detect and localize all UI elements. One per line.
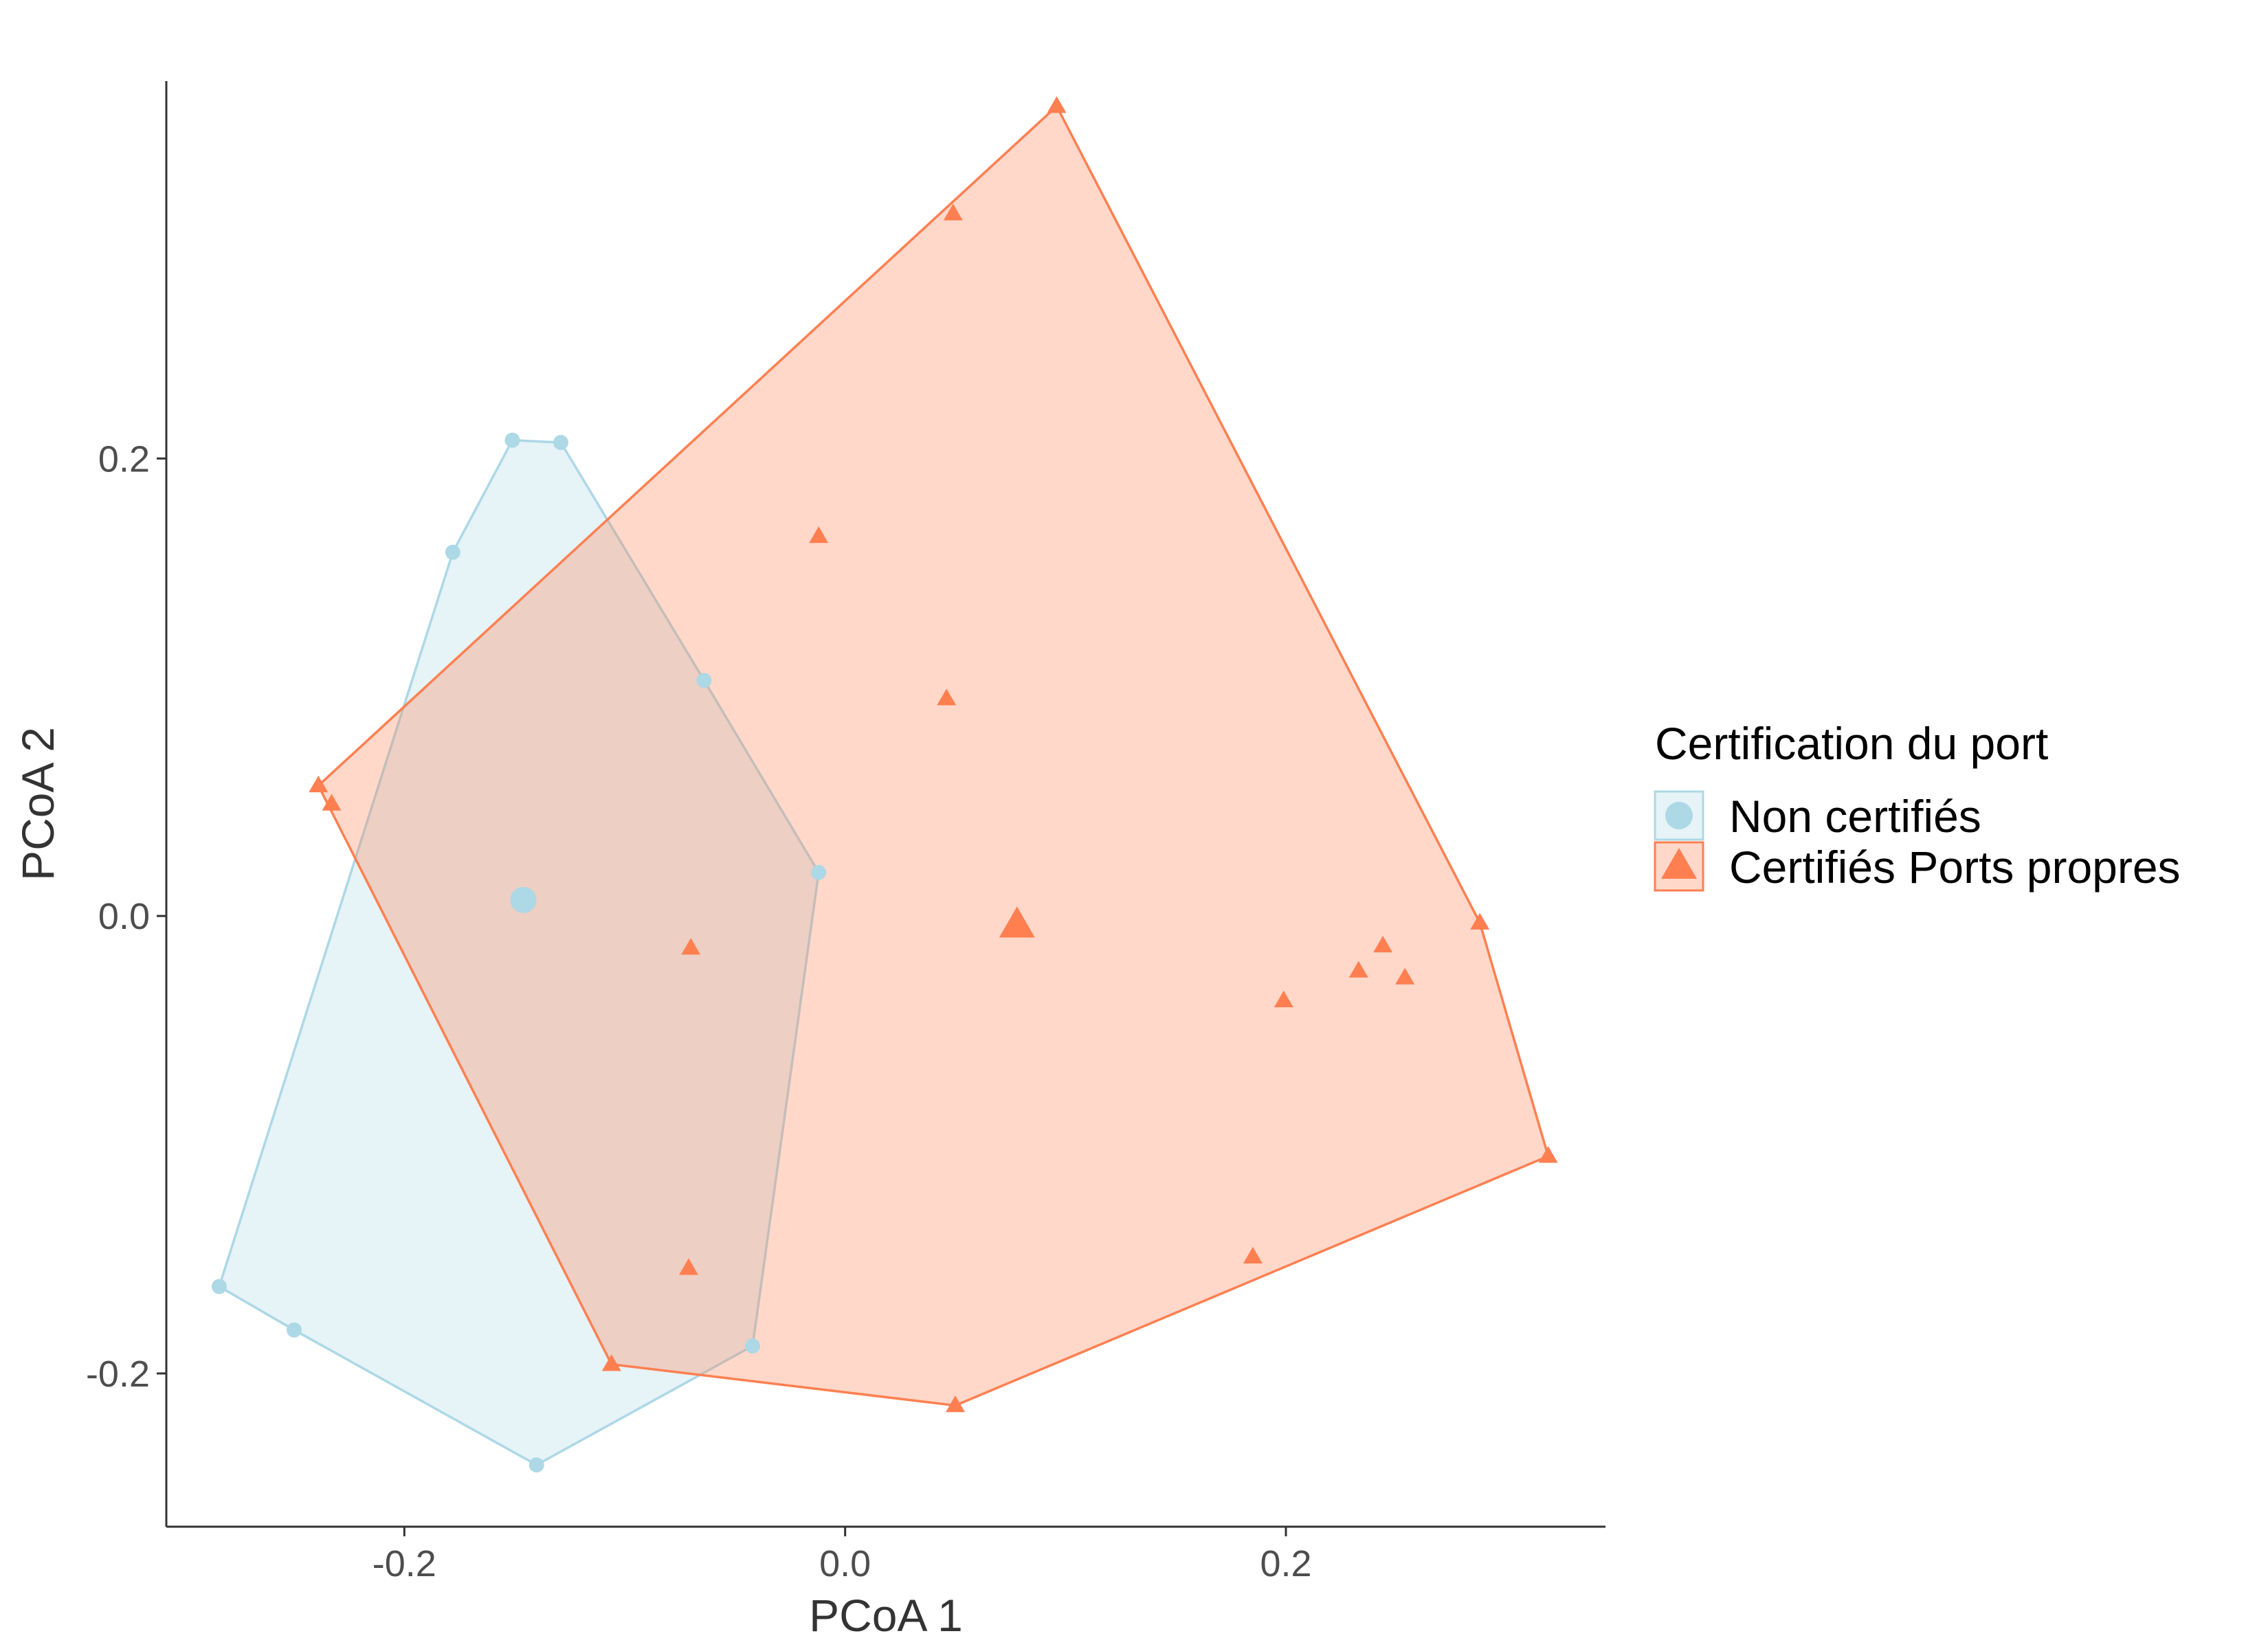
point-certifies-ports-propres-11 (1395, 967, 1415, 985)
point-non-certifies-5 (811, 864, 827, 880)
point-certifies-ports-propres-3 (1047, 96, 1067, 113)
point-certifies-ports-propres-14 (1243, 1246, 1263, 1264)
legend-label-non-certifies: Non certifiés (1729, 791, 1981, 842)
point-certifies-ports-propres-16 (601, 1354, 621, 1371)
point-certifies-ports-propres-6 (937, 688, 957, 706)
point-certifies-ports-propres-12 (1470, 912, 1490, 930)
point-certifies-ports-propres-10 (1373, 935, 1393, 953)
point-certifies-ports-propres-17 (946, 1395, 966, 1413)
legend: Certification du port Non certifiésCerti… (1654, 718, 2181, 893)
point-certifies-ports-propres-9 (1348, 961, 1368, 978)
y-tick-label: -0.2 (86, 1354, 150, 1395)
point-non-certifies-7 (553, 435, 569, 450)
legend-marker-non-certifies (1665, 802, 1693, 829)
hull-layer (218, 104, 1550, 1466)
legend-label-certifies-ports-propres: Certifiés Ports propres (1729, 842, 2181, 893)
point-non-certifies-9 (445, 544, 460, 560)
x-tick-label: -0.2 (373, 1543, 436, 1584)
point-non-certifies-2 (286, 1322, 302, 1338)
point-non-certifies-8 (504, 432, 520, 448)
point-non-certifies-4 (744, 1338, 760, 1354)
axis-layer: -0.2 0.0 0.2 -0.2 0.0 0.2 (86, 81, 1605, 1584)
point-non-certifies-3 (529, 1457, 544, 1473)
point-certifies-ports-propres-8 (1274, 990, 1293, 1008)
x-tick-label: 0.0 (819, 1543, 871, 1584)
point-non-certifies-1 (211, 1279, 227, 1294)
point-layer (211, 96, 1558, 1473)
point-certifies-ports-propres-15 (678, 1258, 698, 1275)
legend-marker-certifies-ports-propres (1661, 847, 1697, 879)
point-certifies-ports-propres-4 (943, 203, 963, 221)
centroid-non-certifies (510, 886, 537, 913)
point-non-certifies-6 (696, 673, 712, 688)
point-certifies-ports-propres-13 (1538, 1146, 1558, 1163)
x-axis-title: PCoA 1 (809, 1590, 963, 1641)
point-certifies-ports-propres-2 (322, 794, 342, 811)
y-axis-title: PCoA 2 (12, 727, 63, 881)
x-tick-label: 0.2 (1260, 1543, 1311, 1584)
y-tick-label: 0.0 (98, 896, 150, 937)
y-tick-label: 0.2 (98, 438, 150, 480)
hull-non-certifies (218, 438, 820, 1466)
legend-title: Certification du port (1655, 718, 2048, 769)
point-certifies-ports-propres-1 (309, 775, 329, 793)
point-certifies-ports-propres-7 (681, 938, 701, 955)
centroid-certifies-ports-propres (999, 906, 1035, 938)
point-certifies-ports-propres-5 (809, 526, 829, 543)
